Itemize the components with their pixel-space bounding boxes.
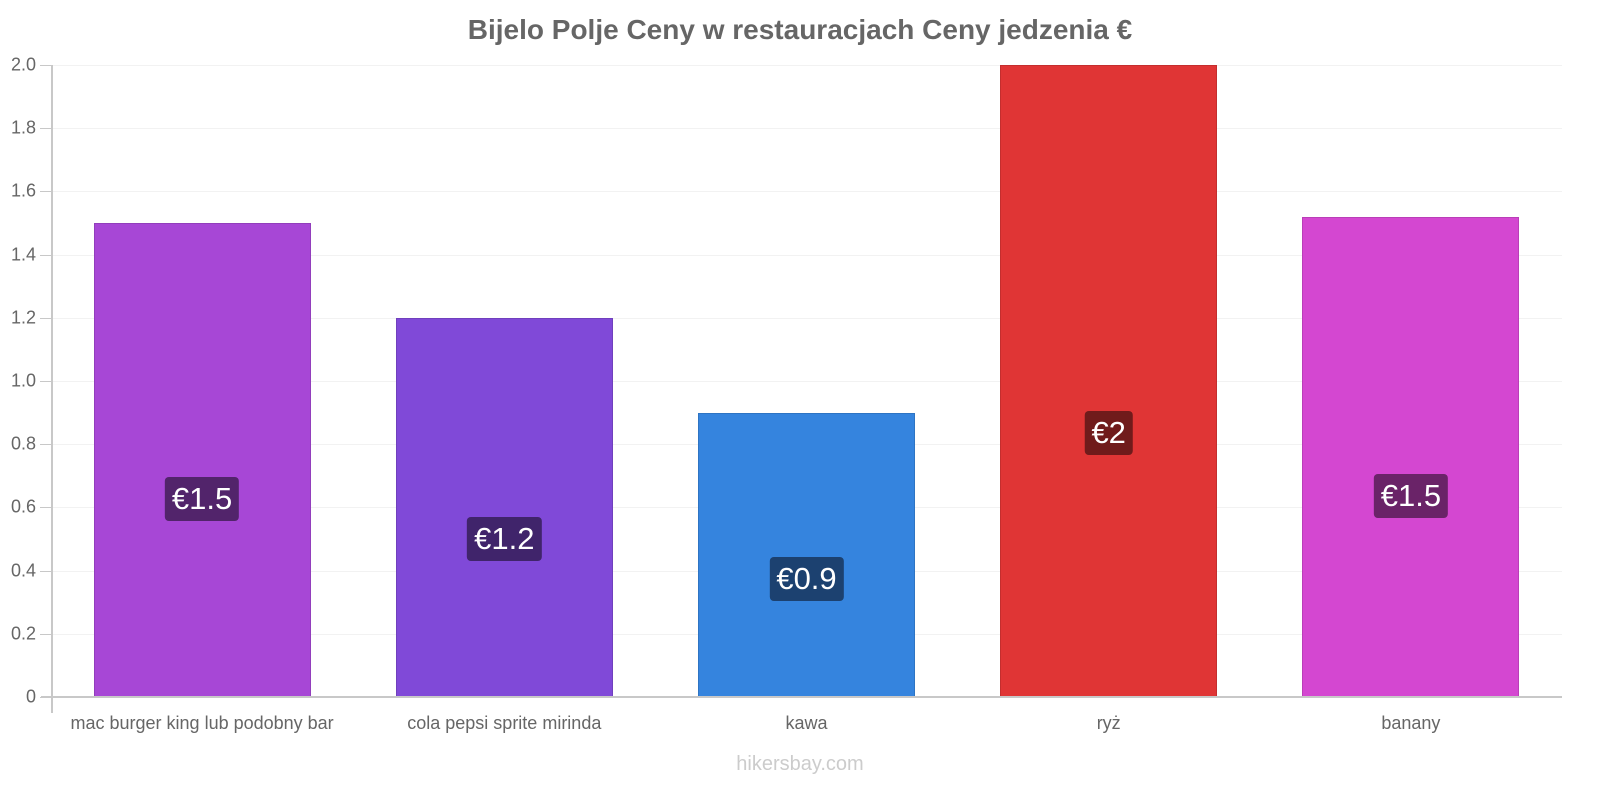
x-tick-label: kawa — [785, 713, 828, 733]
plot-area: €1.5 €1.2 €0.9 €2 €1.5 — [51, 65, 1562, 698]
gridline — [51, 191, 1562, 193]
y-tick-label: 0.2 — [10, 623, 36, 644]
x-axis-line — [41, 696, 1562, 698]
x-tick-label: banany — [1381, 713, 1441, 733]
bar[interactable]: €1.5 — [93, 223, 311, 697]
y-axis-line — [51, 65, 53, 713]
y-tick-mark — [40, 444, 51, 446]
bar-value-label: €0.9 — [769, 556, 844, 601]
bar-value-label: €1.5 — [1373, 474, 1449, 519]
y-tick-mark — [40, 633, 51, 635]
bar-value-label: €1.5 — [164, 476, 240, 521]
watermark: hikersbay.com — [736, 753, 864, 775]
gridline — [51, 254, 1562, 256]
y-tick-label: 1.0 — [10, 370, 36, 391]
bar-value-label: €2 — [1084, 410, 1133, 455]
bar[interactable]: €0.9 — [698, 412, 915, 697]
bar[interactable]: €2 — [1000, 65, 1218, 697]
y-tick-mark — [40, 317, 51, 319]
bar[interactable]: €1.2 — [395, 317, 613, 697]
y-tick-mark — [40, 381, 51, 382]
y-tick-label: 0.6 — [10, 496, 36, 517]
bar-value-label: €1.2 — [467, 516, 542, 561]
gridline — [51, 65, 1562, 66]
x-tick-label: mac burger king lub podobny bar — [70, 713, 334, 733]
y-tick-mark — [40, 65, 51, 66]
gridline — [51, 381, 1562, 382]
y-tick-label: 1.4 — [10, 244, 36, 265]
x-tick-label: cola pepsi sprite mirinda — [407, 713, 602, 733]
y-tick-mark — [40, 128, 51, 130]
chart-title: Bijelo Polje Ceny w restauracjach Ceny j… — [467, 14, 1133, 45]
y-tick-label: 2.0 — [10, 54, 36, 75]
y-tick-mark — [40, 254, 51, 256]
gridline — [51, 128, 1562, 130]
y-tick-mark — [40, 570, 51, 572]
y-tick-mark — [40, 191, 51, 193]
y-tick-mark — [40, 507, 51, 509]
y-tick-label: 1.8 — [10, 117, 36, 138]
y-tick-label: 0.8 — [10, 433, 36, 454]
x-tick-label: ryż — [1096, 713, 1121, 733]
y-tick-label: 0 — [25, 686, 36, 707]
y-tick-label: 1.2 — [10, 307, 36, 328]
gridline — [51, 317, 1562, 319]
y-tick-label: 1.6 — [10, 180, 36, 201]
y-tick-label: 0.4 — [10, 560, 36, 581]
bar[interactable]: €1.5 — [1302, 216, 1520, 697]
